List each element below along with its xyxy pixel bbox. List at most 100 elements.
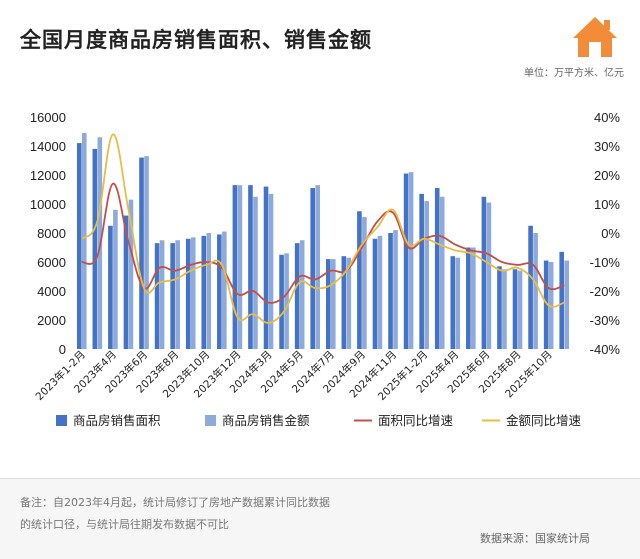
y-left-tick-label: 10000: [30, 197, 66, 212]
line-amount-yoy: [81, 133, 565, 324]
bar-amount: [222, 231, 227, 349]
bar-area: [139, 157, 144, 349]
bar-area: [279, 254, 284, 349]
bar-area: [201, 235, 207, 349]
bar-area: [123, 215, 129, 349]
bar-amount: [346, 257, 352, 349]
bar-area: [76, 143, 82, 349]
bar-area: [403, 173, 409, 349]
bar-amount: [144, 156, 149, 349]
bar-amount: [424, 201, 429, 349]
x-axis-ticks: 2023年1-2月2023年4月2023年6月2023年8月2023年10月20…: [33, 348, 555, 403]
bars-group: [76, 132, 570, 349]
bar-area: [466, 247, 471, 349]
bar-area: [559, 251, 565, 349]
y-right-tick-label: 40%: [594, 110, 620, 125]
bar-amount: [393, 230, 398, 349]
legend-swatch: [205, 415, 216, 426]
bar-area: [434, 188, 440, 349]
y-left-tick-label: 14000: [30, 139, 66, 154]
bar-amount: [237, 185, 243, 349]
bar-amount: [533, 233, 538, 349]
bar-area: [372, 238, 378, 349]
y-left-tick-label: 4000: [37, 284, 66, 299]
bar-area: [263, 186, 269, 349]
bar-area: [388, 233, 393, 349]
bar-amount: [377, 235, 383, 349]
y-left-tick-label: 12000: [30, 168, 66, 183]
bar-area: [543, 260, 549, 349]
bar-amount: [548, 262, 554, 349]
lines-group: [81, 133, 565, 324]
bar-area: [528, 225, 533, 349]
bar-amount: [175, 240, 180, 349]
bar-amount: [284, 253, 289, 349]
bar-area: [419, 193, 424, 349]
bar-area: [170, 243, 175, 349]
y-right-tick-label: -10%: [590, 255, 621, 270]
legend-label: 金额同比增速: [506, 413, 582, 428]
bar-area: [497, 266, 502, 349]
bar-area: [325, 259, 331, 349]
footer-panel: [0, 478, 640, 559]
bar-area: [248, 185, 253, 349]
legend-label: 商品房销售金额: [222, 413, 310, 428]
bar-area: [341, 256, 347, 349]
bar-amount: [190, 237, 196, 349]
bar-amount: [455, 257, 461, 349]
bar-amount: [268, 193, 274, 349]
bar-amount: [486, 202, 492, 349]
y-axis-right: -40% -30% -20% -10% 0% 10% 20% 30% 40%: [590, 110, 621, 357]
bar-area: [294, 243, 300, 349]
bar-amount: [330, 259, 336, 349]
y-right-tick-label: 30%: [594, 139, 620, 154]
y-left-tick-label: 8000: [37, 226, 66, 241]
bar-area: [450, 256, 456, 349]
line-area-yoy: [81, 182, 565, 304]
bar-amount: [315, 185, 321, 349]
bar-amount: [408, 172, 414, 349]
bar-area: [108, 225, 113, 349]
chart-area: 0 2000 4000 6000 8000 10000 12000 14000 16000 -4…: [30, 110, 621, 428]
bar-area: [357, 211, 362, 349]
bar-amount: [206, 233, 212, 349]
y-left-tick-label: 16000: [30, 110, 66, 125]
bar-amount: [159, 240, 165, 349]
bar-amount: [471, 247, 476, 349]
legend-label: 商品房销售面积: [73, 413, 161, 428]
footnote-line-2: 的统计口径，与统计局往期发布数据不可比: [20, 518, 229, 531]
y-right-tick-label: -20%: [590, 284, 621, 299]
bar-amount: [253, 196, 258, 349]
y-right-tick-label: -30%: [590, 313, 621, 328]
y-right-tick-label: 10%: [594, 197, 620, 212]
chart-title: 全国月度商品房销售面积、销售金额: [20, 28, 372, 52]
bar-area: [217, 234, 222, 349]
unit-label: 单位：万平方米、亿元: [524, 68, 624, 79]
y-axis-left: 0 2000 4000 6000 8000 10000 12000 14000 16000: [30, 110, 66, 357]
bar-amount: [113, 209, 118, 349]
y-left-tick-label: 0: [59, 342, 66, 357]
bar-area: [185, 238, 191, 349]
footnote-line-1: 备注：自2023年4月起，统计局修订了房地产数据累计同比数据: [20, 496, 330, 509]
legend: 商品房销售面积 商品房销售金额 面积同比增速 金额同比增速: [56, 413, 582, 428]
bar-amount: [439, 196, 445, 349]
y-left-tick-label: 6000: [37, 255, 66, 270]
y-left-tick-label: 2000: [37, 313, 66, 328]
bar-area: [92, 148, 98, 349]
bar-amount: [128, 199, 134, 349]
bar-area: [154, 243, 160, 349]
bar-amount: [362, 217, 367, 349]
bar-amount: [517, 270, 523, 349]
bar-area: [481, 196, 487, 349]
bar-area: [232, 185, 238, 349]
bar-area: [310, 188, 316, 349]
legend-swatch: [56, 415, 67, 426]
bar-amount: [502, 269, 507, 349]
legend-label: 面积同比增速: [378, 413, 454, 428]
data-source: 数据来源：国家统计局: [480, 532, 590, 545]
y-right-tick-label: 20%: [594, 168, 620, 183]
house-logo-icon: [573, 17, 617, 57]
y-right-tick-label: 0%: [601, 226, 620, 241]
bar-area: [512, 269, 518, 349]
bar-amount: [299, 240, 305, 349]
